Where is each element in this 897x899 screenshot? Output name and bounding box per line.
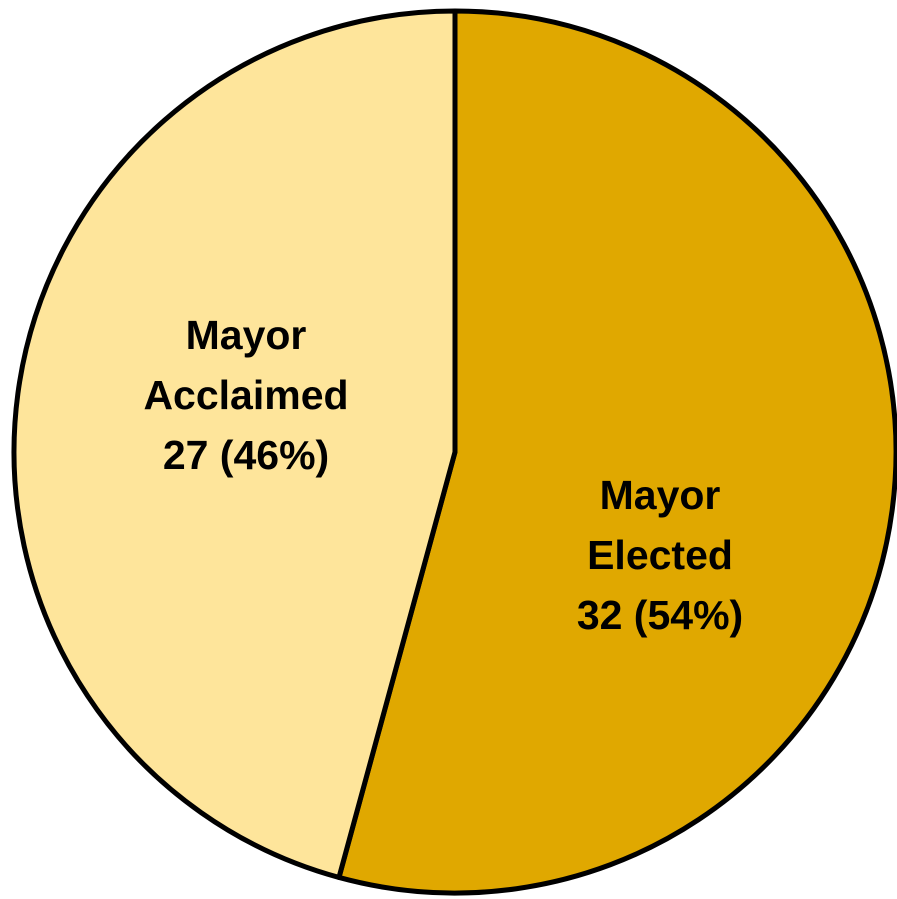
pie-slice (11, 8, 458, 880)
slice-label: Mayor Acclaimed 27 (46%) (143, 305, 348, 485)
pie-slice (336, 8, 897, 896)
category-label: Mayor Elected (587, 472, 733, 578)
category-label: Mayor Acclaimed (143, 312, 349, 418)
value-label: 27 (46%) (162, 432, 330, 478)
value-label: 32 (54%) (576, 592, 744, 638)
slice-label: Mayor Elected 32 (54%) (577, 465, 743, 645)
